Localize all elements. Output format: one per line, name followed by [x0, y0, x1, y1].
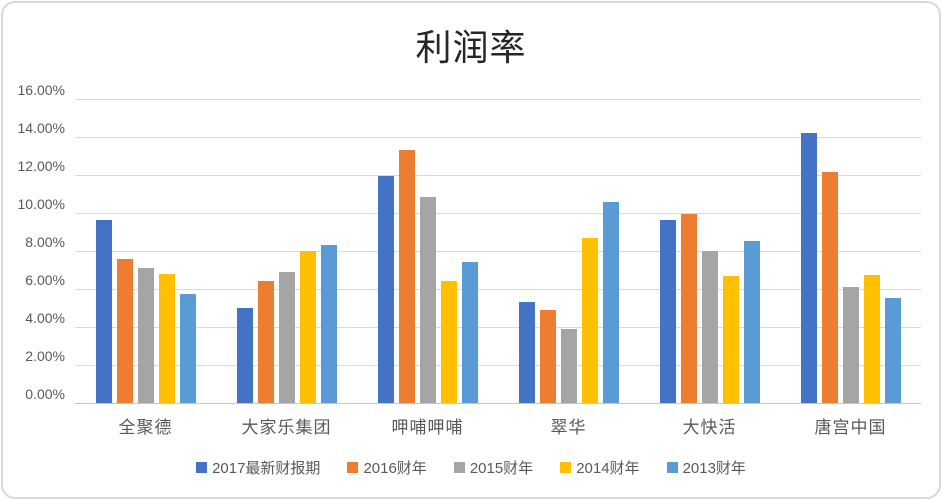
bar: [257, 281, 274, 403]
x-axis-label: 唐宫中国: [814, 418, 887, 437]
legend-label: 2016财年: [363, 460, 427, 477]
legend-item: 2014财年: [560, 457, 640, 478]
y-axis-label: 4.00%: [25, 310, 65, 326]
bar: [821, 172, 838, 403]
y-axis-label: 14.00%: [17, 120, 65, 136]
x-axis-label: 全聚德: [118, 418, 173, 437]
bar: [179, 293, 196, 403]
bar-group: [498, 99, 639, 403]
gridline: [75, 174, 921, 176]
bar: [863, 274, 880, 403]
bar-group: [75, 99, 216, 403]
legend-label: 2015财年: [469, 460, 534, 477]
gridline: [75, 136, 921, 138]
gridline: [75, 212, 921, 214]
bar-group: [780, 99, 921, 403]
bar-group: [357, 99, 498, 403]
y-axis-label: 6.00%: [25, 272, 65, 288]
legend-item: 2013财年: [666, 457, 746, 478]
bar: [419, 196, 436, 403]
legend-marker-icon: [453, 462, 465, 473]
x-axis-line: [75, 402, 921, 404]
legend-marker-icon: [560, 462, 572, 473]
bar: [659, 219, 676, 403]
plot-area: [75, 98, 921, 404]
y-axis-label: 12.00%: [17, 158, 65, 174]
gridline: [75, 288, 921, 290]
x-axis-label: 翠华: [550, 418, 587, 437]
bar: [701, 251, 718, 403]
legend-marker-icon: [347, 462, 359, 473]
legend: 2017最新财报期 2016财年 2015财年 2014财年 2013财年: [3, 457, 939, 478]
y-axis-label: 8.00%: [25, 234, 65, 250]
bar: [440, 281, 457, 403]
bar: [461, 262, 478, 403]
bar: [560, 328, 577, 403]
bar: [518, 302, 535, 403]
x-axis-label: 呷哺呷哺: [391, 418, 464, 437]
bar: [377, 175, 394, 403]
legend-item: 2017最新财报期: [196, 457, 320, 478]
legend-label: 2014财年: [576, 460, 640, 477]
gridline: [75, 326, 921, 328]
bar: [236, 308, 253, 403]
bar: [743, 240, 760, 403]
y-axis-label: 16.00%: [17, 82, 65, 98]
bar: [278, 271, 295, 403]
bar: [800, 133, 817, 403]
legend-item: 2015财年: [453, 457, 534, 478]
bar: [398, 150, 415, 403]
bar: [137, 268, 154, 403]
bar: [602, 201, 619, 403]
bar: [722, 275, 739, 403]
bar: [680, 213, 697, 403]
legend-label: 2017最新财报期: [212, 460, 321, 477]
bar: [581, 237, 598, 403]
bar-group: [639, 99, 780, 403]
x-axis-label: 大快活: [682, 418, 737, 437]
bar: [158, 273, 175, 403]
gridline: [75, 250, 921, 252]
chart-title: 利润率: [415, 27, 527, 68]
gridline: [75, 98, 921, 100]
legend-marker-icon: [666, 462, 678, 473]
y-axis-label: 10.00%: [17, 196, 65, 212]
legend-item: 2016财年: [347, 457, 427, 478]
y-axis: 0.00% 2.00% 4.00% 6.00% 8.00% 10.00% 12.00% 14.…: [3, 82, 65, 403]
bar: [299, 251, 316, 403]
bar: [95, 219, 112, 403]
legend-marker-icon: [196, 462, 208, 473]
bar: [842, 287, 859, 403]
gridline: [75, 364, 921, 366]
bar: [884, 297, 901, 403]
y-axis-label: 2.00%: [25, 348, 65, 364]
bar: [320, 245, 337, 403]
bar: [539, 309, 556, 403]
bar: [116, 258, 133, 403]
legend-label: 2013财年: [682, 460, 746, 477]
y-axis-label: 0.00%: [25, 386, 65, 402]
bar-group: [216, 99, 357, 403]
x-axis: 全聚德 大家乐集团 呷哺呷哺 翠华 大快活 唐宫中国: [75, 413, 921, 438]
x-axis-label: 大家乐集团: [241, 418, 332, 437]
